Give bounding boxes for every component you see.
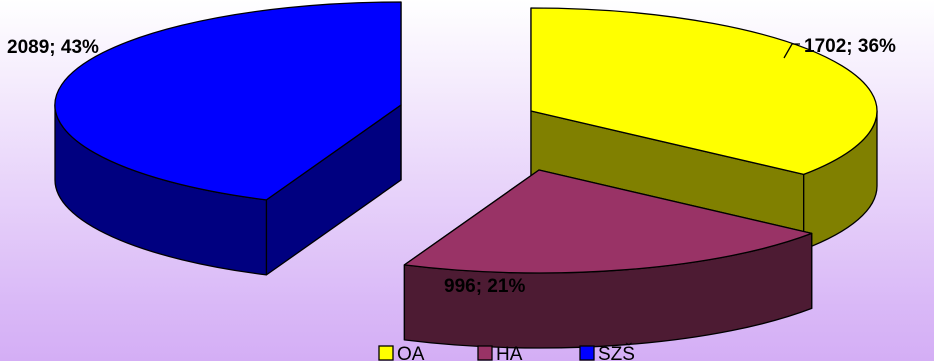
legend-label-ha: HA — [496, 344, 523, 361]
data-label-ha: 996; 21% — [444, 276, 525, 297]
slice-oa-top — [530, 7, 878, 176]
legend-swatch-oa — [378, 345, 394, 361]
legend-swatch-ha — [477, 345, 493, 361]
legend-item-oa: OA — [378, 344, 425, 361]
slice-szs — [54, 1, 402, 276]
legend-label-oa: OA — [397, 344, 425, 361]
legend-item-ha: HA — [477, 344, 523, 361]
data-label-szs: 2089; 43% — [7, 37, 99, 58]
legend: OA HA SZŠ — [378, 343, 635, 361]
data-label-oa: 1702; 36% — [804, 36, 896, 57]
legend-label-szs: SZŠ — [598, 343, 635, 361]
slice-ha-top — [403, 169, 813, 274]
legend-item-szs: SZŠ — [579, 343, 635, 361]
legend-swatch-szs — [579, 345, 595, 361]
slice-szs-top — [54, 1, 402, 201]
oa-leader-line — [783, 43, 800, 59]
slice-ha — [403, 169, 813, 349]
